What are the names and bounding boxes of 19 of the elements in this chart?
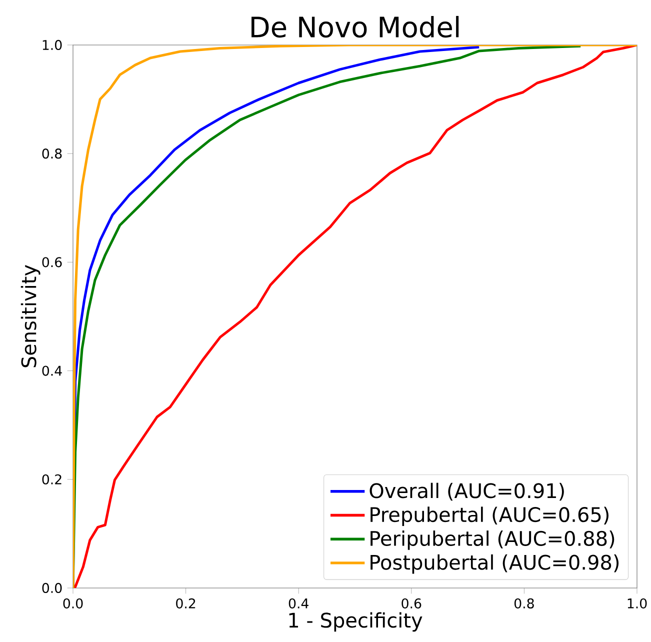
x-tick-label: 0.6 [402, 598, 422, 608]
x-tick-label: 0.8 [514, 598, 534, 608]
y-tick-label: 0.0 [42, 582, 62, 594]
legend-label: Postpubertal (AUC=0.98) [370, 554, 619, 574]
y-tick-label: 0.6 [42, 257, 62, 268]
y-tick-label: 0.8 [42, 148, 62, 159]
y-tick-label: 1.0 [42, 40, 62, 50]
x-tick-label: 0.4 [288, 598, 308, 608]
y-tick-label: 0.2 [42, 474, 62, 484]
x-tick-label: 0.0 [63, 598, 83, 608]
legend-label: Overall (AUC=0.91) [370, 482, 564, 501]
legend-label: Peripubertal (AUC=0.88) [370, 530, 614, 550]
legend-label: Prepubertal (AUC=0.65) [370, 506, 608, 526]
x-tick-label: 1.0 [628, 598, 647, 608]
x-tick-label: 0.2 [176, 598, 196, 608]
x-axis-title: 1 - Specificity [289, 612, 422, 632]
chart-title: De Novo Model [252, 16, 459, 38]
y-tick-label: 0.4 [42, 366, 62, 376]
y-axis-title: Sensitivity [20, 265, 40, 368]
